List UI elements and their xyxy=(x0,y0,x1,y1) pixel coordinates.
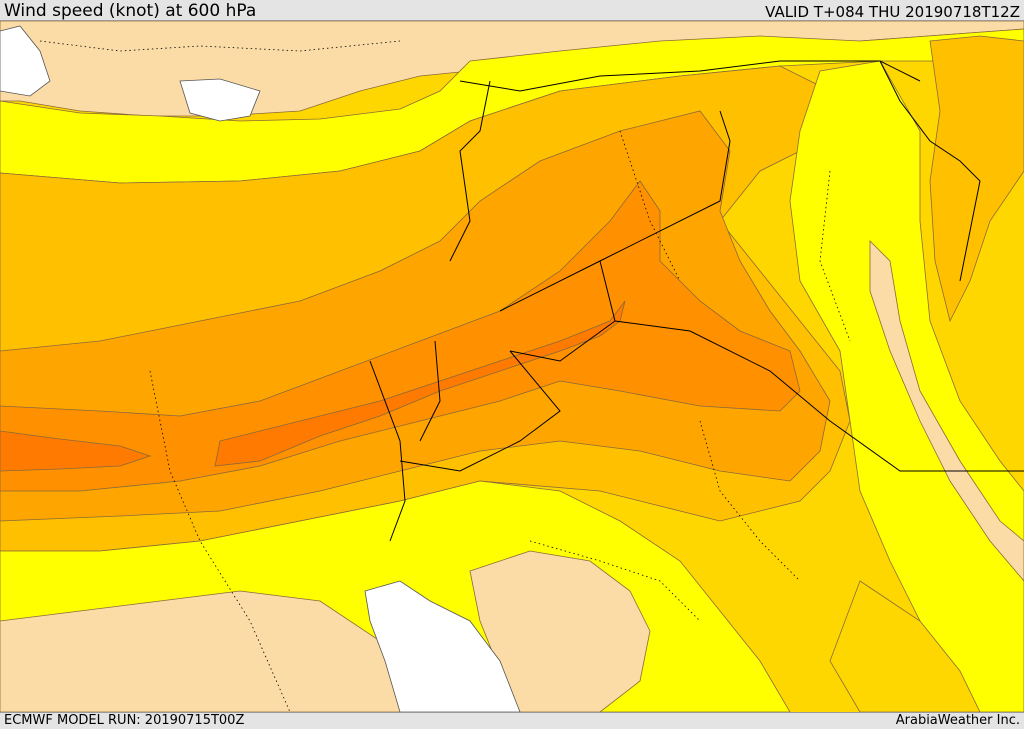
white-area-aegean xyxy=(0,25,51,97)
white-area-turkey xyxy=(179,78,261,122)
credit: ArabiaWeather Inc. xyxy=(895,713,1020,728)
map-canvas xyxy=(0,21,1024,712)
footer-bar: ECMWF MODEL RUN: 20190715T00Z ArabiaWeat… xyxy=(0,712,1024,729)
band-orange-dark-east xyxy=(214,300,626,467)
map-title: Wind speed (knot) at 600 hPa xyxy=(4,1,257,21)
model-run: ECMWF MODEL RUN: 20190715T00Z xyxy=(4,713,245,728)
band-light-south xyxy=(0,590,421,712)
white-area-redsea xyxy=(364,580,521,712)
wind-speed-map xyxy=(0,21,1024,712)
province-borders xyxy=(39,40,851,712)
valid-time: VALID T+084 THU 20190718T12Z xyxy=(765,3,1020,21)
band-light-east xyxy=(869,240,1024,582)
band-orange xyxy=(0,180,801,492)
band-orange-dark xyxy=(0,430,152,472)
title-bar: Wind speed (knot) at 600 hPa VALID T+084… xyxy=(0,0,1024,21)
country-borders xyxy=(369,60,1024,542)
band-gold-southeast xyxy=(829,580,981,712)
